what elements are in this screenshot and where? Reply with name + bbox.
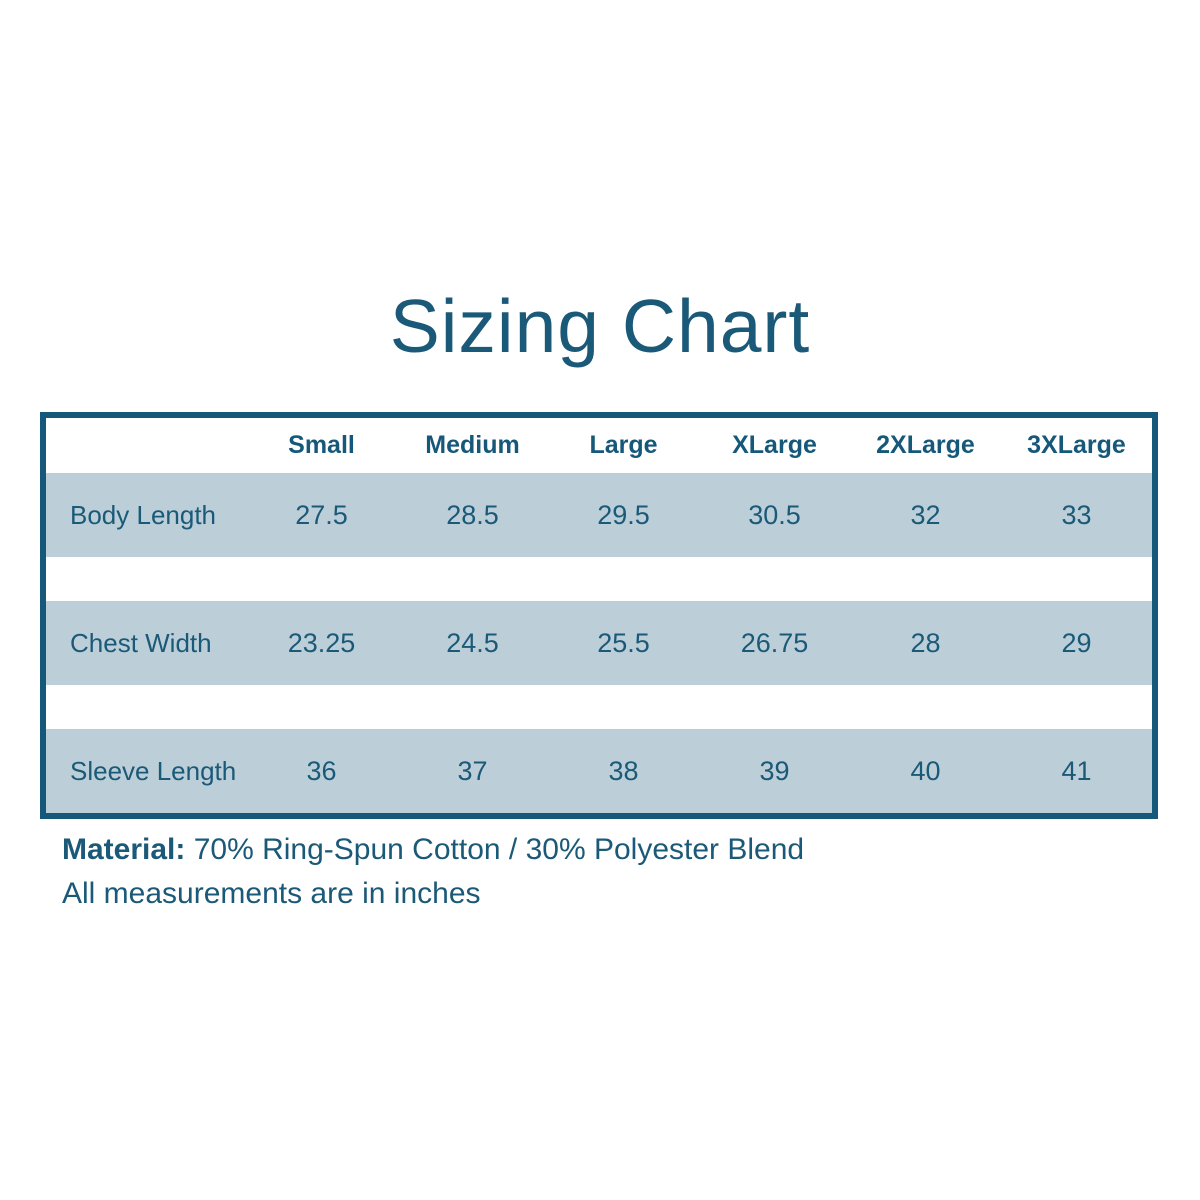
page-title: Sizing Chart	[389, 284, 811, 368]
row-label: Sleeve Length	[70, 755, 237, 786]
table-row-sleeve-length: Sleeve Length 36 37 38 39 40 41	[46, 729, 1152, 813]
column-header-medium: Medium	[425, 431, 520, 459]
material-value: 70% Ring-Spun Cotton / 30% Polyester Ble…	[193, 833, 805, 866]
measurements-note: All measurements are in inches	[62, 877, 481, 910]
table-header-row: Small Medium Large XLarge 2XLarge 3XLarg…	[46, 418, 1152, 473]
cell-value: 32	[910, 499, 941, 530]
column-header-large: Large	[589, 431, 658, 459]
cell-value: 29	[1061, 627, 1092, 658]
row-label: Body Length	[70, 499, 217, 530]
column-header-xlarge: XLarge	[732, 431, 817, 459]
column-header-3xlarge: 3XLarge	[1027, 431, 1126, 459]
sizing-table: Small Medium Large XLarge 2XLarge 3XLarg…	[40, 412, 1158, 819]
cell-value: 37	[457, 755, 488, 786]
cell-value: 28	[910, 627, 941, 658]
row-divider	[46, 557, 1152, 601]
cell-value: 29.5	[597, 499, 650, 530]
cell-value: 28.5	[446, 499, 499, 530]
table-row-chest-width: Chest Width 23.25 24.5 25.5 26.75 28 29	[46, 601, 1152, 685]
cell-value: 27.5	[295, 499, 348, 530]
cell-value: 25.5	[597, 627, 650, 658]
cell-value: 24.5	[446, 627, 499, 658]
table-row-body-length: Body Length 27.5 28.5 29.5 30.5 32 33	[46, 473, 1152, 557]
cell-value: 38	[608, 755, 639, 786]
footer-notes: Material: 70% Ring-Spun Cotton / 30% Pol…	[62, 828, 804, 916]
row-divider	[46, 685, 1152, 729]
cell-value: 26.75	[740, 627, 809, 658]
cell-value: 33	[1061, 499, 1092, 530]
column-header-2xlarge: 2XLarge	[876, 431, 975, 459]
row-label: Chest Width	[70, 627, 212, 658]
material-label: Material:	[62, 833, 186, 866]
column-header-small: Small	[288, 431, 355, 459]
material-line: Material: 70% Ring-Spun Cotton / 30% Pol…	[62, 828, 804, 872]
cell-value: 36	[306, 755, 337, 786]
cell-value: 41	[1061, 755, 1092, 786]
cell-value: 39	[759, 755, 790, 786]
cell-value: 30.5	[748, 499, 801, 530]
cell-value: 40	[910, 755, 941, 786]
cell-value: 23.25	[287, 627, 356, 658]
